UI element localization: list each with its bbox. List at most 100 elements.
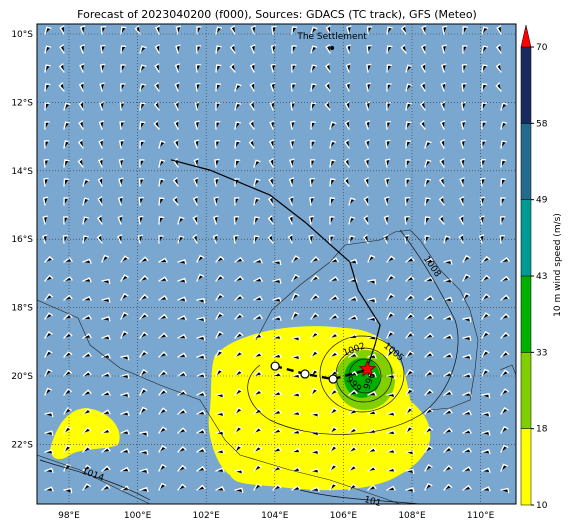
wind-barb bbox=[139, 275, 149, 282]
isobar bbox=[299, 489, 421, 504]
wind-barb bbox=[77, 139, 84, 149]
map-frame bbox=[36, 23, 517, 505]
wind-barb bbox=[101, 254, 109, 263]
wind-barb bbox=[63, 140, 70, 149]
wind-barb bbox=[253, 389, 263, 396]
wind-barb bbox=[443, 259, 453, 265]
wind-barb bbox=[329, 159, 336, 168]
isobar bbox=[39, 459, 151, 501]
colorbar-tick-label: 43 bbox=[536, 272, 547, 282]
wind-barb bbox=[44, 387, 52, 396]
wind-barb bbox=[215, 392, 225, 399]
wind-barb bbox=[158, 216, 165, 225]
wind-barb bbox=[213, 177, 220, 187]
wind-barb bbox=[195, 63, 201, 73]
wind-barb bbox=[44, 368, 53, 377]
wind-barb bbox=[310, 467, 320, 474]
wind-barb bbox=[495, 82, 502, 92]
wind-barb bbox=[343, 158, 350, 168]
wind-barb bbox=[101, 334, 111, 341]
colorbar-tick-label: 70 bbox=[536, 43, 548, 53]
wind-barb bbox=[215, 64, 222, 73]
wind-barb bbox=[385, 139, 391, 149]
wind-barb bbox=[443, 352, 453, 358]
wind-barb bbox=[404, 197, 411, 206]
wind-barb bbox=[177, 296, 187, 302]
wind-barb bbox=[177, 333, 187, 339]
wind-barb bbox=[443, 315, 453, 321]
wind-barb bbox=[138, 215, 144, 225]
wind-barb bbox=[253, 482, 262, 491]
wind-barb bbox=[405, 83, 413, 92]
wind-barb bbox=[120, 45, 127, 54]
wind-barb bbox=[249, 63, 256, 73]
wind-barb bbox=[481, 255, 491, 263]
wind-barb bbox=[234, 406, 243, 415]
wind-barb bbox=[386, 392, 396, 398]
wind-barb bbox=[345, 44, 352, 54]
wind-barb bbox=[500, 159, 507, 168]
wind-barb bbox=[101, 316, 111, 322]
wind-barb bbox=[348, 258, 358, 265]
wind-barb bbox=[348, 426, 358, 434]
wind-barb bbox=[120, 392, 130, 398]
wind-barb bbox=[99, 63, 106, 73]
wind-barb bbox=[177, 259, 187, 265]
wind-barb bbox=[253, 216, 260, 225]
wind-barb bbox=[345, 82, 351, 92]
wind-barb bbox=[58, 82, 65, 92]
wind-barb bbox=[443, 235, 451, 244]
wind-barb bbox=[120, 448, 130, 454]
wind-barb bbox=[99, 101, 105, 111]
wind-barb bbox=[386, 349, 394, 358]
wind-barb bbox=[215, 448, 225, 455]
wind-barb bbox=[348, 352, 358, 358]
wind-barb bbox=[440, 101, 446, 111]
wind-barb bbox=[215, 349, 224, 358]
wind-barb bbox=[195, 45, 202, 54]
wind-barb bbox=[101, 484, 111, 491]
wind-barb bbox=[253, 314, 263, 320]
wind-barb bbox=[458, 215, 464, 225]
wind-barb bbox=[496, 25, 502, 35]
wind-barb bbox=[177, 445, 187, 453]
wind-barb bbox=[365, 101, 371, 111]
wind-barb bbox=[177, 371, 187, 377]
wind-barb bbox=[386, 429, 396, 436]
wind-barb bbox=[63, 275, 73, 282]
wind-barb bbox=[462, 316, 472, 323]
wind-barb bbox=[310, 45, 318, 54]
wind-barb bbox=[253, 407, 263, 415]
wind-barb bbox=[438, 215, 445, 225]
wind-barb bbox=[500, 463, 508, 472]
wind-barb bbox=[158, 197, 165, 206]
wind-barb bbox=[291, 255, 300, 263]
wind-barb bbox=[138, 178, 145, 187]
wind-barb bbox=[139, 406, 148, 415]
wind-barb bbox=[272, 483, 282, 491]
wind-barb bbox=[386, 255, 396, 263]
wind-barb bbox=[44, 312, 53, 320]
wind-barb bbox=[62, 235, 69, 244]
wind-barb bbox=[63, 178, 70, 187]
y-tick-label: 22°S bbox=[11, 440, 33, 450]
wind-barb bbox=[481, 312, 490, 320]
forecast-point bbox=[328, 374, 338, 384]
wind-barb bbox=[270, 82, 276, 92]
wind-barb bbox=[419, 101, 426, 111]
wind-barb bbox=[101, 409, 111, 415]
wind-barb bbox=[44, 45, 52, 54]
wind-barb bbox=[253, 445, 263, 453]
wind-barb bbox=[344, 120, 350, 130]
wind-barb bbox=[289, 158, 295, 168]
wind-barb bbox=[291, 273, 300, 282]
colorbar-tick-label: 49 bbox=[536, 196, 548, 206]
wind-barb bbox=[329, 178, 336, 187]
wind-barb bbox=[82, 389, 92, 396]
wind-barb bbox=[120, 373, 130, 379]
wind-barb bbox=[424, 351, 434, 358]
wind-barb bbox=[443, 483, 453, 491]
wind-barb bbox=[196, 428, 206, 434]
wind-barb bbox=[441, 63, 447, 73]
wind-barb bbox=[177, 235, 185, 244]
